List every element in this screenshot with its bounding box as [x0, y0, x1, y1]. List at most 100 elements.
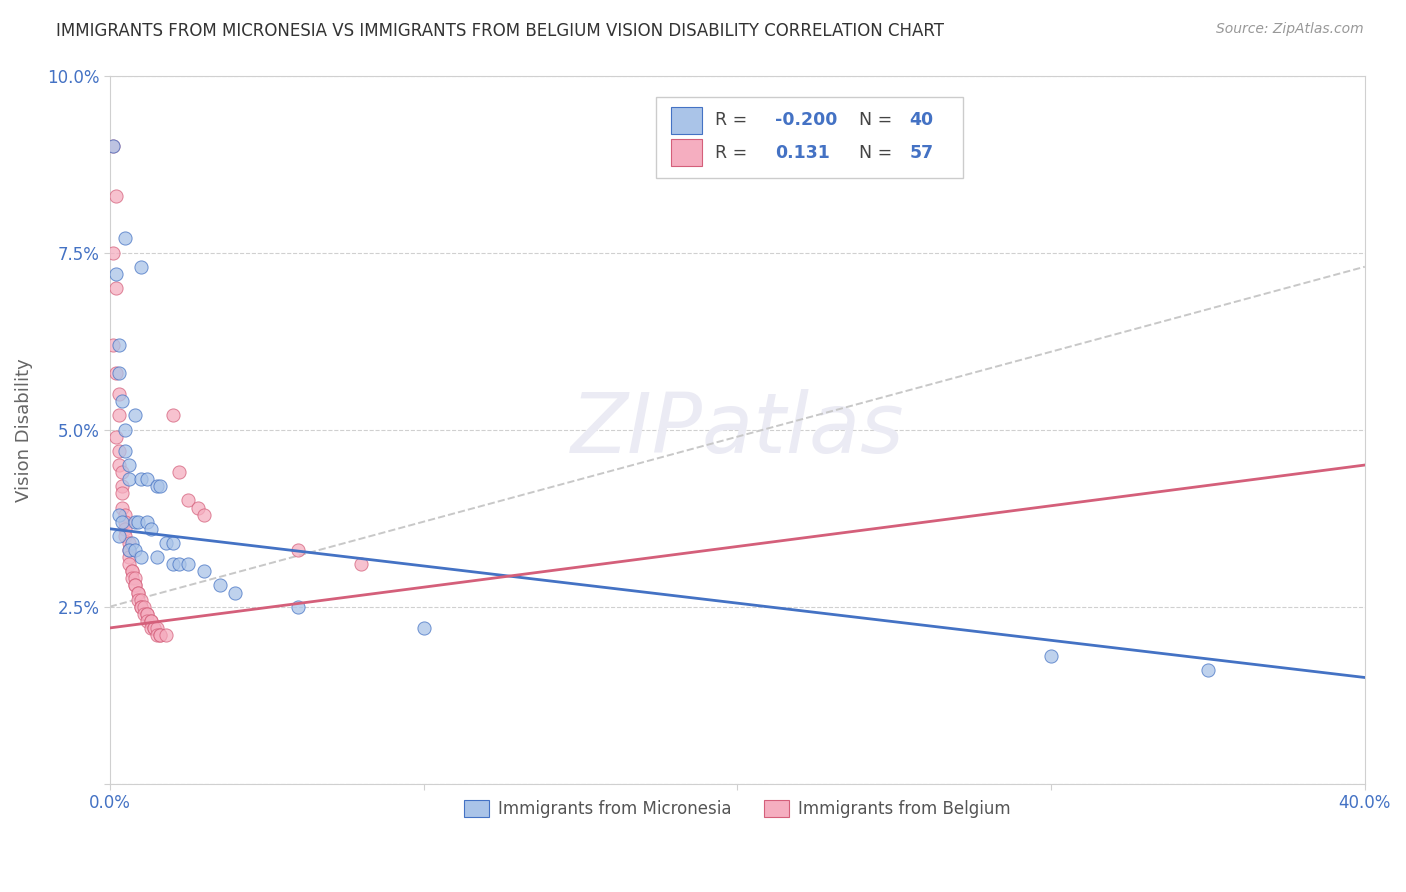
- Point: [127, 585, 149, 599]
- Point: [146, 621, 169, 635]
- Text: 57: 57: [910, 144, 934, 161]
- Point: [134, 607, 156, 621]
- Point: [108, 443, 131, 458]
- Point: [105, 366, 128, 380]
- Point: [101, 337, 124, 351]
- Text: 40: 40: [910, 112, 934, 129]
- Text: N =: N =: [859, 112, 898, 129]
- Point: [187, 500, 209, 515]
- Point: [412, 621, 434, 635]
- Point: [117, 550, 139, 565]
- Point: [136, 472, 159, 486]
- Point: [124, 515, 146, 529]
- Point: [136, 607, 159, 621]
- Text: -0.200: -0.200: [775, 112, 838, 129]
- Point: [146, 628, 169, 642]
- Point: [108, 508, 131, 522]
- Point: [108, 529, 131, 543]
- Point: [287, 599, 309, 614]
- Point: [124, 578, 146, 592]
- Point: [224, 585, 246, 599]
- Point: [111, 465, 134, 479]
- FancyBboxPatch shape: [671, 107, 702, 134]
- Point: [117, 557, 139, 571]
- Point: [155, 536, 177, 550]
- Point: [114, 529, 136, 543]
- Point: [101, 139, 124, 153]
- Text: Source: ZipAtlas.com: Source: ZipAtlas.com: [1216, 22, 1364, 37]
- Point: [129, 592, 152, 607]
- Point: [155, 628, 177, 642]
- Point: [124, 578, 146, 592]
- Point: [129, 599, 152, 614]
- Point: [142, 621, 165, 635]
- Point: [117, 472, 139, 486]
- Point: [136, 614, 159, 628]
- Point: [162, 557, 184, 571]
- Point: [101, 245, 124, 260]
- Point: [134, 599, 156, 614]
- Point: [114, 231, 136, 245]
- Point: [121, 536, 143, 550]
- Point: [350, 557, 373, 571]
- Point: [146, 479, 169, 493]
- Point: [117, 536, 139, 550]
- Point: [127, 592, 149, 607]
- Text: 0.131: 0.131: [775, 144, 830, 161]
- Point: [105, 267, 128, 281]
- Point: [108, 387, 131, 401]
- Point: [193, 564, 215, 578]
- Point: [108, 458, 131, 472]
- Point: [121, 564, 143, 578]
- Point: [129, 599, 152, 614]
- Point: [193, 508, 215, 522]
- Text: R =: R =: [714, 112, 752, 129]
- Point: [167, 465, 190, 479]
- Point: [117, 543, 139, 558]
- Text: N =: N =: [859, 144, 898, 161]
- Point: [146, 550, 169, 565]
- Point: [136, 515, 159, 529]
- Point: [139, 522, 162, 536]
- Point: [127, 515, 149, 529]
- Point: [149, 479, 172, 493]
- Point: [121, 564, 143, 578]
- Point: [105, 281, 128, 295]
- Point: [105, 189, 128, 203]
- Point: [162, 409, 184, 423]
- FancyBboxPatch shape: [671, 139, 702, 166]
- Point: [111, 486, 134, 500]
- Point: [149, 628, 172, 642]
- Point: [139, 621, 162, 635]
- Point: [124, 543, 146, 558]
- Point: [114, 423, 136, 437]
- Point: [114, 508, 136, 522]
- Point: [129, 472, 152, 486]
- Text: ZIPatlas: ZIPatlas: [571, 389, 904, 470]
- Point: [1040, 649, 1063, 664]
- Point: [149, 628, 172, 642]
- Text: IMMIGRANTS FROM MICRONESIA VS IMMIGRANTS FROM BELGIUM VISION DISABILITY CORRELAT: IMMIGRANTS FROM MICRONESIA VS IMMIGRANTS…: [56, 22, 945, 40]
- Point: [108, 366, 131, 380]
- Point: [121, 571, 143, 585]
- Point: [114, 515, 136, 529]
- Point: [111, 394, 134, 409]
- Point: [177, 493, 200, 508]
- Point: [162, 536, 184, 550]
- Point: [129, 260, 152, 274]
- Point: [142, 621, 165, 635]
- FancyBboxPatch shape: [655, 96, 963, 178]
- Point: [139, 614, 162, 628]
- Point: [124, 409, 146, 423]
- Point: [114, 522, 136, 536]
- Text: R =: R =: [714, 144, 752, 161]
- Point: [105, 430, 128, 444]
- Point: [101, 139, 124, 153]
- Y-axis label: Vision Disability: Vision Disability: [15, 358, 32, 501]
- Point: [287, 543, 309, 558]
- Legend: Immigrants from Micronesia, Immigrants from Belgium: Immigrants from Micronesia, Immigrants f…: [457, 794, 1017, 825]
- Point: [108, 337, 131, 351]
- Point: [208, 578, 231, 592]
- Point: [108, 409, 131, 423]
- Point: [114, 443, 136, 458]
